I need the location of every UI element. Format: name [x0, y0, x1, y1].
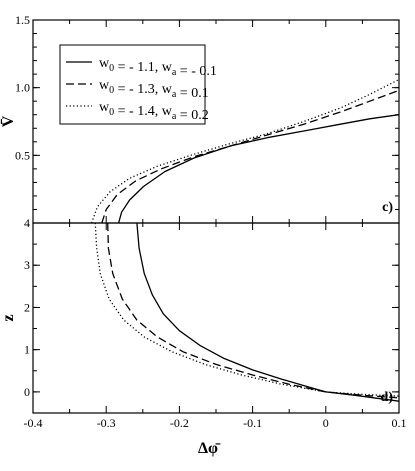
legend-text: =	[114, 104, 129, 119]
legend-text: , w	[155, 82, 173, 97]
legend-text: =	[114, 60, 129, 75]
x-tick-label: 0.1	[392, 416, 407, 430]
y-tick-label: 4	[24, 216, 30, 230]
legend-value: - 0.1	[191, 64, 217, 79]
legend-value: - 1.4	[129, 104, 155, 119]
legend-value: - 1.1	[129, 60, 155, 75]
series-line-dotted	[90, 78, 399, 223]
series-line-dashed	[107, 223, 399, 399]
y-tick-label: 3	[24, 258, 30, 272]
legend: w0 = - 1.1, wa = - 0.1w0 = - 1.3, wa = 0…	[59, 44, 217, 125]
x-tick-label: 0	[323, 416, 329, 430]
series-line-solid	[136, 223, 399, 402]
y-tick-label: 0.5	[15, 148, 30, 162]
series-line-dotted	[94, 223, 399, 397]
legend-entry: w0 = - 1.4, wa = 0.2	[99, 100, 209, 123]
x-tick-label: -0.4	[24, 416, 43, 430]
x-tick-label: -0.3	[97, 416, 116, 430]
y-tick-label: 0	[24, 385, 30, 399]
legend-text: =	[176, 86, 191, 101]
legend-subscript: 0	[109, 107, 114, 118]
y-tick-label: 1.5	[15, 13, 30, 27]
legend-text: w	[99, 78, 110, 93]
panel-label: d)	[381, 390, 394, 405]
legend-text: w	[99, 100, 110, 115]
legend-subscript: 0	[109, 63, 114, 74]
panel-label: c)	[382, 200, 393, 215]
x-tick-label: -0.2	[170, 416, 189, 430]
y-tick-label: 2	[24, 300, 30, 314]
legend-subscript: 0	[109, 85, 114, 96]
legend-subscript: a	[172, 67, 177, 78]
y-axis-label: z	[0, 314, 17, 321]
legend-value: 0.1	[191, 86, 209, 101]
legend-subscript: a	[172, 111, 177, 122]
legend-text: , w	[155, 104, 173, 119]
legend-text: =	[114, 82, 129, 97]
panel-d: -0.4 -0.3 -0.2 -0.1 0 0.1 0 1 2 3 4 z Δφ̄ d)	[0, 216, 407, 457]
plot-frame-d	[32, 222, 400, 414]
legend-text: , w	[155, 60, 173, 75]
legend-text: =	[176, 64, 191, 79]
legend-entry: w0 = - 1.1, wa = - 0.1	[99, 56, 217, 79]
legend-subscript: a	[172, 89, 177, 100]
legend-text: =	[176, 108, 191, 123]
y-axis-label: V̄	[0, 115, 17, 127]
legend-value: - 1.3	[129, 82, 155, 97]
x-axis-label: Δφ̄	[198, 440, 221, 457]
y-tick-label: 1	[24, 343, 30, 357]
series-line-dashed	[101, 89, 399, 223]
y-tick-label: 1.0	[15, 81, 30, 95]
legend-entry: w0 = - 1.3, wa = 0.1	[99, 78, 209, 101]
x-tick-label: -0.1	[243, 416, 262, 430]
series-line-solid	[117, 114, 399, 223]
legend-text: w	[99, 56, 110, 71]
legend-value: 0.2	[191, 108, 209, 123]
